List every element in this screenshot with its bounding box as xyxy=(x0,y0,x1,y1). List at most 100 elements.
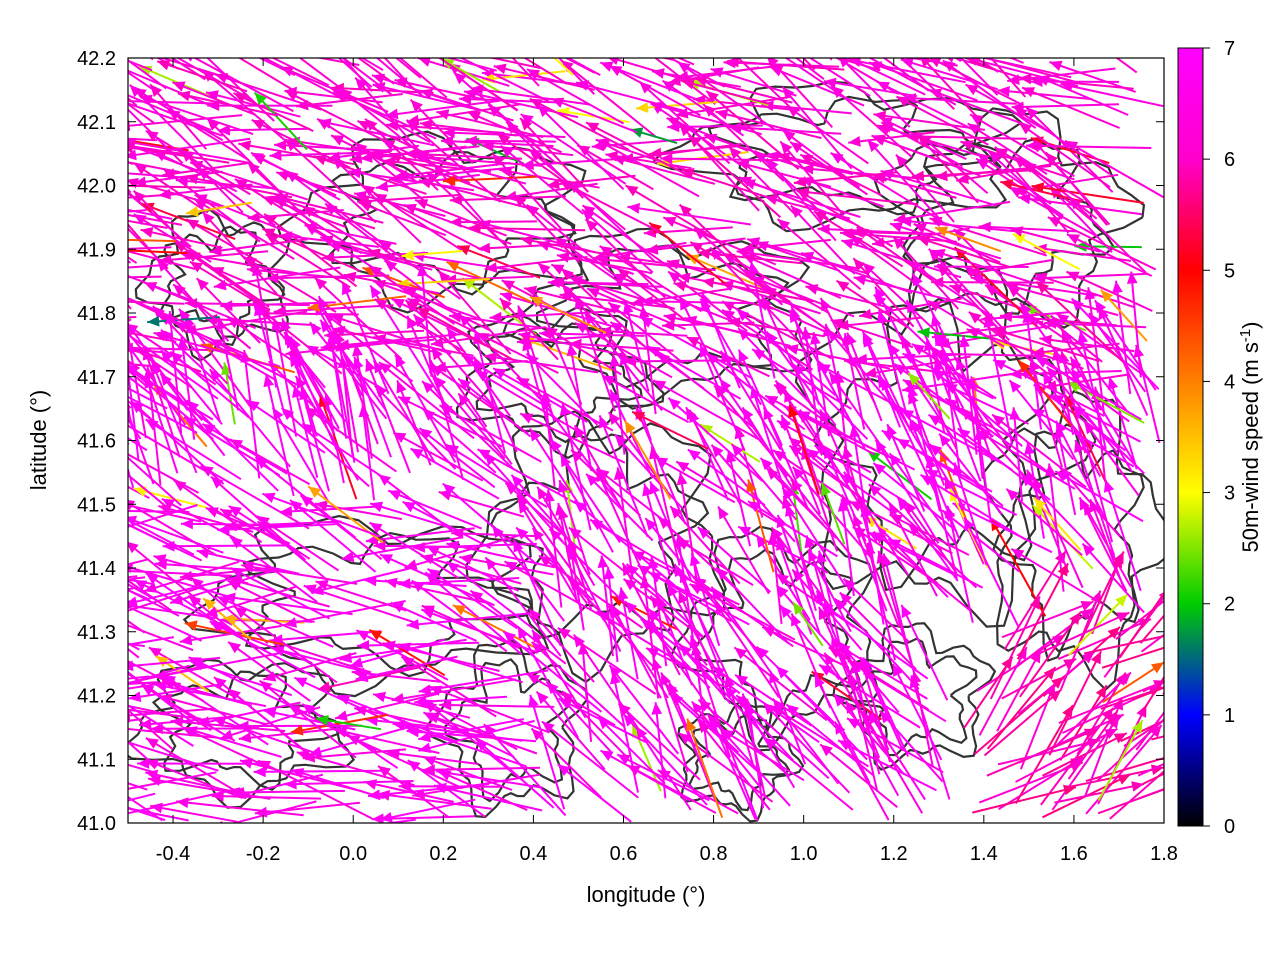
wind-arrow xyxy=(128,329,203,421)
wind-arrow xyxy=(1091,554,1123,635)
wind-arrow xyxy=(128,184,206,189)
wind-arrow xyxy=(128,59,153,72)
wind-arrow xyxy=(767,58,834,128)
wind-arrow xyxy=(779,604,840,681)
wind-arrow xyxy=(453,71,547,156)
x-tick-label: 0.2 xyxy=(429,843,457,865)
wind-arrow xyxy=(372,691,471,719)
wind-arrow xyxy=(371,73,472,109)
wind-arrow xyxy=(1012,233,1081,271)
wind-arrow xyxy=(128,636,175,646)
wind-arrow xyxy=(128,363,161,368)
wind-arrow xyxy=(967,122,1048,175)
wind-arrow xyxy=(765,466,838,539)
wind-arrow xyxy=(776,218,862,291)
wind-arrow xyxy=(209,620,316,679)
wind-arrow xyxy=(842,577,910,643)
wind-arrow xyxy=(280,65,389,113)
wind-arrow xyxy=(776,419,872,474)
wind-arrow xyxy=(932,249,1034,285)
wind-arrow xyxy=(433,375,506,460)
wind-arrow xyxy=(173,479,263,544)
wind-arrow xyxy=(263,374,295,497)
wind-arrow xyxy=(706,713,791,807)
wind-arrow xyxy=(779,140,845,217)
wind-arrow xyxy=(681,78,769,105)
wind-arrow xyxy=(833,370,851,480)
wind-arrow xyxy=(176,58,254,102)
wind-arrow xyxy=(172,283,252,350)
wind-arrow xyxy=(900,58,998,91)
wind-arrow xyxy=(430,364,529,435)
wind-arrow xyxy=(1035,280,1125,364)
wind-arrow xyxy=(179,566,272,582)
wind-arrow xyxy=(128,660,205,702)
x-tick-label: 0.6 xyxy=(610,843,638,865)
wind-arrow xyxy=(913,222,1001,264)
wind-arrow xyxy=(734,673,812,727)
wind-arrow xyxy=(623,578,704,639)
wind-arrow xyxy=(729,122,842,135)
wind-arrow xyxy=(256,515,340,572)
wind-arrow xyxy=(972,784,1077,814)
wind-arrow xyxy=(891,663,943,761)
wind-arrow xyxy=(557,763,632,823)
contour-line xyxy=(832,622,997,771)
wind-arrow xyxy=(128,246,172,250)
wind-arrow xyxy=(161,497,242,543)
wind-arrow xyxy=(435,767,543,789)
wind-arrow xyxy=(128,238,176,243)
wind-arrow xyxy=(185,218,264,266)
wind-arrow xyxy=(622,713,708,806)
wind-arrow xyxy=(1032,139,1111,226)
wind-arrow xyxy=(145,759,243,799)
wind-arrow xyxy=(613,467,634,580)
wind-arrow xyxy=(788,436,864,502)
wind-arrow xyxy=(256,520,328,581)
wind-arrow xyxy=(128,249,201,255)
wind-arrow xyxy=(341,536,464,563)
wind-arrow xyxy=(153,330,274,368)
wind-arrow xyxy=(128,771,217,790)
contour-line xyxy=(794,257,1097,628)
wind-arrow xyxy=(423,700,520,779)
wind-arrow xyxy=(128,365,214,441)
wind-arrow xyxy=(348,167,475,192)
wind-arrow xyxy=(128,605,203,642)
wind-arrow xyxy=(336,333,462,351)
wind-arrow xyxy=(775,665,868,761)
wind-arrow xyxy=(558,506,592,610)
wind-arrow xyxy=(1081,542,1145,614)
wind-arrow xyxy=(963,656,1014,729)
wind-arrow xyxy=(849,500,953,555)
wind-arrow xyxy=(904,500,958,574)
wind-arrow xyxy=(612,154,716,185)
wind-arrow xyxy=(459,553,554,576)
wind-arrow xyxy=(426,567,519,630)
contour-line xyxy=(669,525,880,752)
wind-arrow xyxy=(401,249,463,261)
wind-arrow xyxy=(813,210,904,268)
y-tick-label: 42.2 xyxy=(77,48,116,70)
wind-arrow xyxy=(426,545,519,592)
wind-arrow xyxy=(128,510,190,513)
wind-arrow xyxy=(848,131,935,147)
wind-arrow xyxy=(861,262,951,346)
wind-arrow xyxy=(270,630,382,645)
wind-arrow xyxy=(436,109,544,139)
wind-arrow xyxy=(989,595,1041,700)
wind-arrow xyxy=(917,327,993,340)
wind-arrow xyxy=(422,711,515,758)
wind-arrow xyxy=(1137,762,1164,777)
wind-arrow xyxy=(156,60,248,93)
wind-arrow xyxy=(617,587,639,680)
wind-arrow xyxy=(456,244,541,279)
x-tick-label: -0.4 xyxy=(156,843,190,865)
wind-arrow xyxy=(174,321,277,382)
wind-arrow xyxy=(603,566,619,663)
wind-arrow xyxy=(556,252,653,275)
wind-arrow xyxy=(557,627,657,695)
wind-arrow xyxy=(372,359,436,463)
wind-arrow xyxy=(697,719,771,811)
wind-arrow xyxy=(1135,710,1164,751)
